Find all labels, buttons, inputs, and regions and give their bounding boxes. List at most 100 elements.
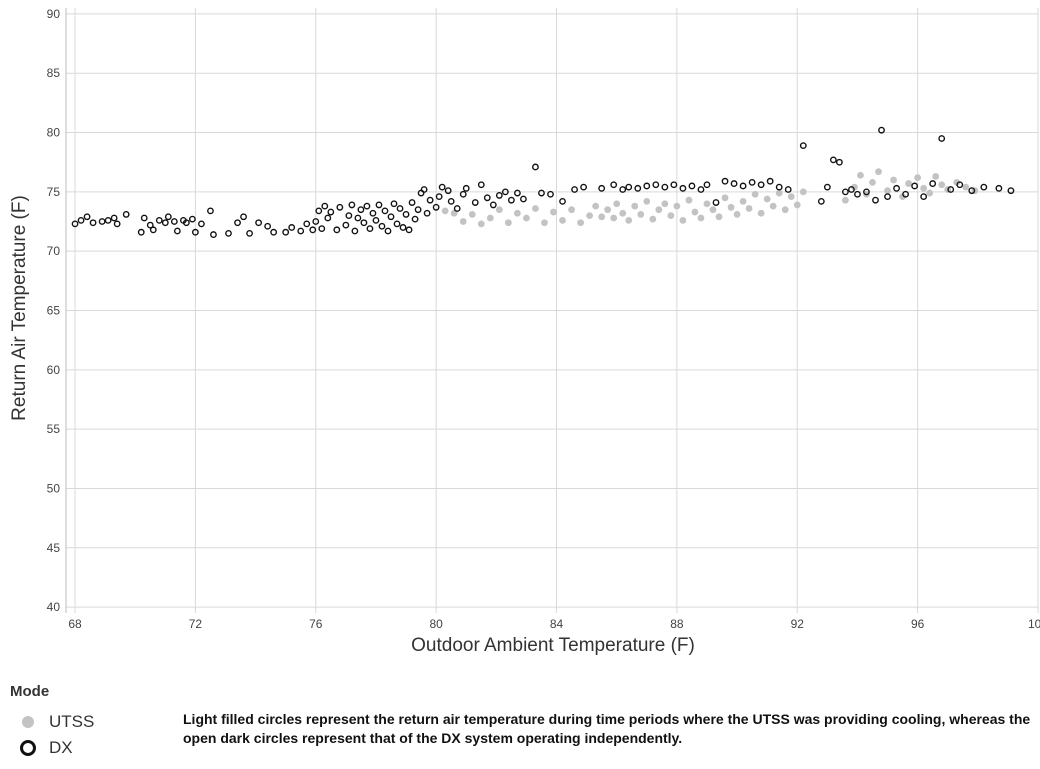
dx-point — [444, 187, 452, 195]
dx-point — [697, 186, 705, 193]
dx-point — [384, 227, 392, 235]
utss-point — [697, 214, 705, 222]
dx-point — [363, 202, 371, 210]
utss-point — [932, 173, 940, 180]
x-tick-label: 80 — [429, 617, 443, 631]
utss-point — [631, 202, 639, 210]
y-tick-label: 85 — [47, 66, 61, 80]
utss-point — [504, 219, 512, 227]
grid-lines — [66, 8, 1039, 613]
utss-point — [899, 193, 906, 201]
dx-point — [83, 213, 91, 221]
dx-point — [402, 211, 410, 218]
utss-point — [532, 205, 539, 212]
legend-label-dx: DX — [49, 738, 73, 757]
utss-point — [619, 209, 627, 217]
y-tick-label: 55 — [47, 422, 61, 436]
dx-point — [137, 228, 145, 236]
utss-point — [673, 202, 681, 210]
dx-point — [757, 181, 765, 189]
legend-item-dx[interactable]: DX — [10, 735, 94, 761]
dx-point — [980, 183, 988, 191]
y-tick-label: 50 — [47, 481, 61, 495]
dx-point — [318, 225, 326, 233]
dx-point — [210, 231, 217, 238]
dx-point — [817, 197, 825, 205]
utss-point — [727, 203, 735, 211]
dx-point — [240, 213, 247, 221]
dx-point — [610, 181, 618, 189]
utss-point — [739, 197, 747, 205]
dx-point — [315, 207, 323, 215]
dx-point — [872, 196, 879, 204]
dx-point — [489, 201, 497, 209]
utss-point — [890, 176, 897, 184]
utss-point — [953, 178, 961, 186]
dx-point — [739, 182, 747, 190]
utss-point — [745, 205, 753, 212]
legend-item-utss[interactable]: UTSS — [10, 709, 94, 735]
dx-point — [947, 186, 955, 193]
dx-point — [405, 226, 413, 234]
dx-point — [164, 213, 172, 221]
dx-point — [842, 188, 849, 196]
dx-point — [255, 219, 262, 227]
dx-point — [799, 142, 807, 150]
dx-point — [920, 193, 928, 201]
utss-point — [667, 212, 675, 219]
dx-point — [995, 184, 1003, 192]
dx-point — [848, 186, 855, 193]
x-tick-label: 76 — [309, 617, 323, 631]
dx-point — [122, 211, 130, 218]
dx-point — [477, 181, 485, 189]
dx-point — [447, 197, 455, 205]
utss-point — [715, 213, 723, 221]
utss-point — [920, 184, 928, 192]
dx-point — [878, 126, 885, 134]
utss-point — [577, 219, 584, 227]
utss-point — [568, 206, 575, 214]
dx-point — [140, 214, 148, 222]
dx-point — [182, 219, 190, 227]
utss-point — [757, 209, 765, 217]
scatter-chart: 40 45 50 55 60 65 70 75 80 85 90 68 72 76 80 84 88 92 96 10… — [9, 7, 1040, 656]
x-axis-title: Outdoor Ambient Temperature (F) — [411, 635, 695, 656]
dx-point — [688, 182, 696, 190]
utss-point — [550, 208, 557, 216]
x-tick-label: 68 — [68, 617, 82, 631]
dx-point — [625, 183, 633, 191]
dx-point — [471, 199, 479, 206]
utss-point — [775, 189, 783, 197]
dx-point — [634, 184, 642, 192]
dx-point — [598, 184, 606, 192]
dx-point — [282, 228, 290, 236]
dx-point — [333, 226, 341, 234]
dx-point — [390, 200, 398, 208]
dx-point — [309, 226, 317, 234]
utss-point — [649, 215, 657, 223]
utss-point — [598, 213, 606, 221]
dx-point — [532, 163, 539, 171]
dx-point — [929, 180, 937, 187]
dx-point — [766, 177, 774, 185]
dx-point — [835, 158, 843, 166]
utss-point — [905, 180, 913, 187]
dx-point — [513, 189, 521, 197]
dx-point — [453, 205, 461, 212]
dx-point — [784, 186, 792, 193]
utss-point — [679, 216, 687, 224]
x-tick-label: 88 — [670, 617, 684, 631]
utss-point — [869, 178, 876, 186]
dx-point — [571, 186, 578, 193]
dx-point — [748, 178, 756, 186]
dx-point — [188, 215, 196, 223]
dx-point — [104, 216, 112, 224]
legend-title: Mode — [10, 683, 50, 700]
dx-point — [435, 193, 443, 201]
utss-point — [875, 168, 882, 176]
dx-point — [580, 183, 587, 191]
dx-point — [372, 216, 380, 224]
dx-point — [884, 193, 891, 201]
utss-point — [926, 189, 934, 197]
dx-point — [538, 189, 545, 197]
